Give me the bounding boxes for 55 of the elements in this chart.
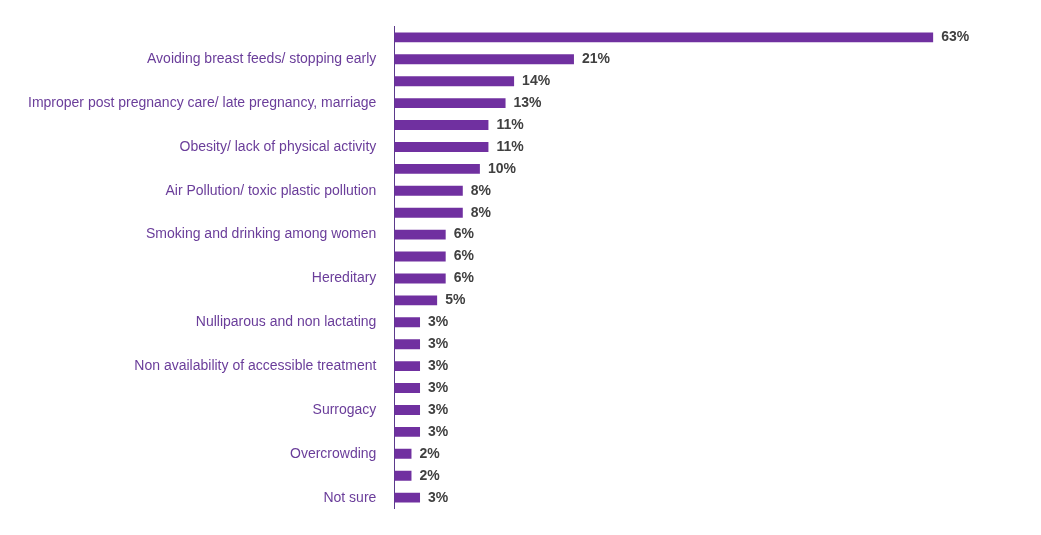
bar — [394, 492, 421, 503]
bar — [394, 273, 446, 284]
data-label: 3% — [428, 335, 449, 352]
data-label: 6% — [453, 225, 475, 242]
bar — [394, 76, 515, 87]
data-label: 3% — [428, 400, 449, 417]
y-tick-label: Nulliparous and non lactating — [195, 313, 377, 330]
data-label: 11% — [496, 115, 525, 132]
y-tick-label: Hereditary — [311, 269, 377, 286]
bar — [394, 339, 421, 350]
data-label: 21% — [581, 50, 611, 67]
bar — [394, 142, 489, 152]
bar — [394, 405, 421, 415]
bar — [394, 448, 412, 459]
bar — [394, 207, 463, 218]
y-tick-label: Not sure — [323, 488, 377, 505]
data-label: 6% — [453, 247, 475, 264]
y-tick-label: Improper post pregnancy care/ late pregnancy, marriage — [27, 93, 377, 110]
bar — [394, 163, 480, 174]
y-tick-label: Overcrowding — [289, 444, 377, 461]
bar — [394, 317, 421, 328]
data-label: 14% — [522, 72, 551, 89]
data-label: 3% — [428, 378, 449, 395]
bar — [394, 470, 412, 481]
y-tick-label: Smoking and drinking among women — [146, 225, 377, 242]
data-label: 2% — [419, 466, 441, 483]
y-tick-label: Surrogacy — [312, 400, 377, 417]
bar — [394, 185, 463, 196]
y-tick-label: Air Pollution/ toxic plastic pollution — [165, 181, 377, 198]
data-label: 3% — [428, 488, 449, 505]
bar — [394, 98, 506, 109]
bar — [394, 229, 446, 240]
data-label: 6% — [453, 269, 475, 286]
data-label: 3% — [428, 356, 449, 373]
data-label: 11% — [496, 137, 525, 154]
bar — [394, 32, 934, 43]
data-label: 8% — [470, 203, 492, 220]
data-label: 3% — [428, 422, 449, 439]
y-tick-label: Obesity/ lack of physical activity — [179, 137, 377, 154]
bar — [394, 295, 438, 306]
data-label: 3% — [428, 313, 449, 330]
data-label: 63% — [941, 28, 970, 45]
data-label: 10% — [487, 159, 517, 176]
bar — [394, 54, 574, 65]
bar — [394, 383, 421, 393]
data-label: 5% — [445, 291, 466, 308]
data-label: 2% — [419, 444, 441, 461]
y-tick-label: Avoiding breast feeds/ stopping early — [147, 50, 377, 67]
data-label: 13% — [513, 93, 543, 110]
data-label: 8% — [470, 181, 492, 198]
y-tick-label: Non availability of accessible treatment — [134, 356, 377, 373]
bar — [394, 251, 446, 262]
bar — [394, 426, 421, 437]
bar — [394, 361, 421, 372]
bar — [394, 120, 489, 130]
